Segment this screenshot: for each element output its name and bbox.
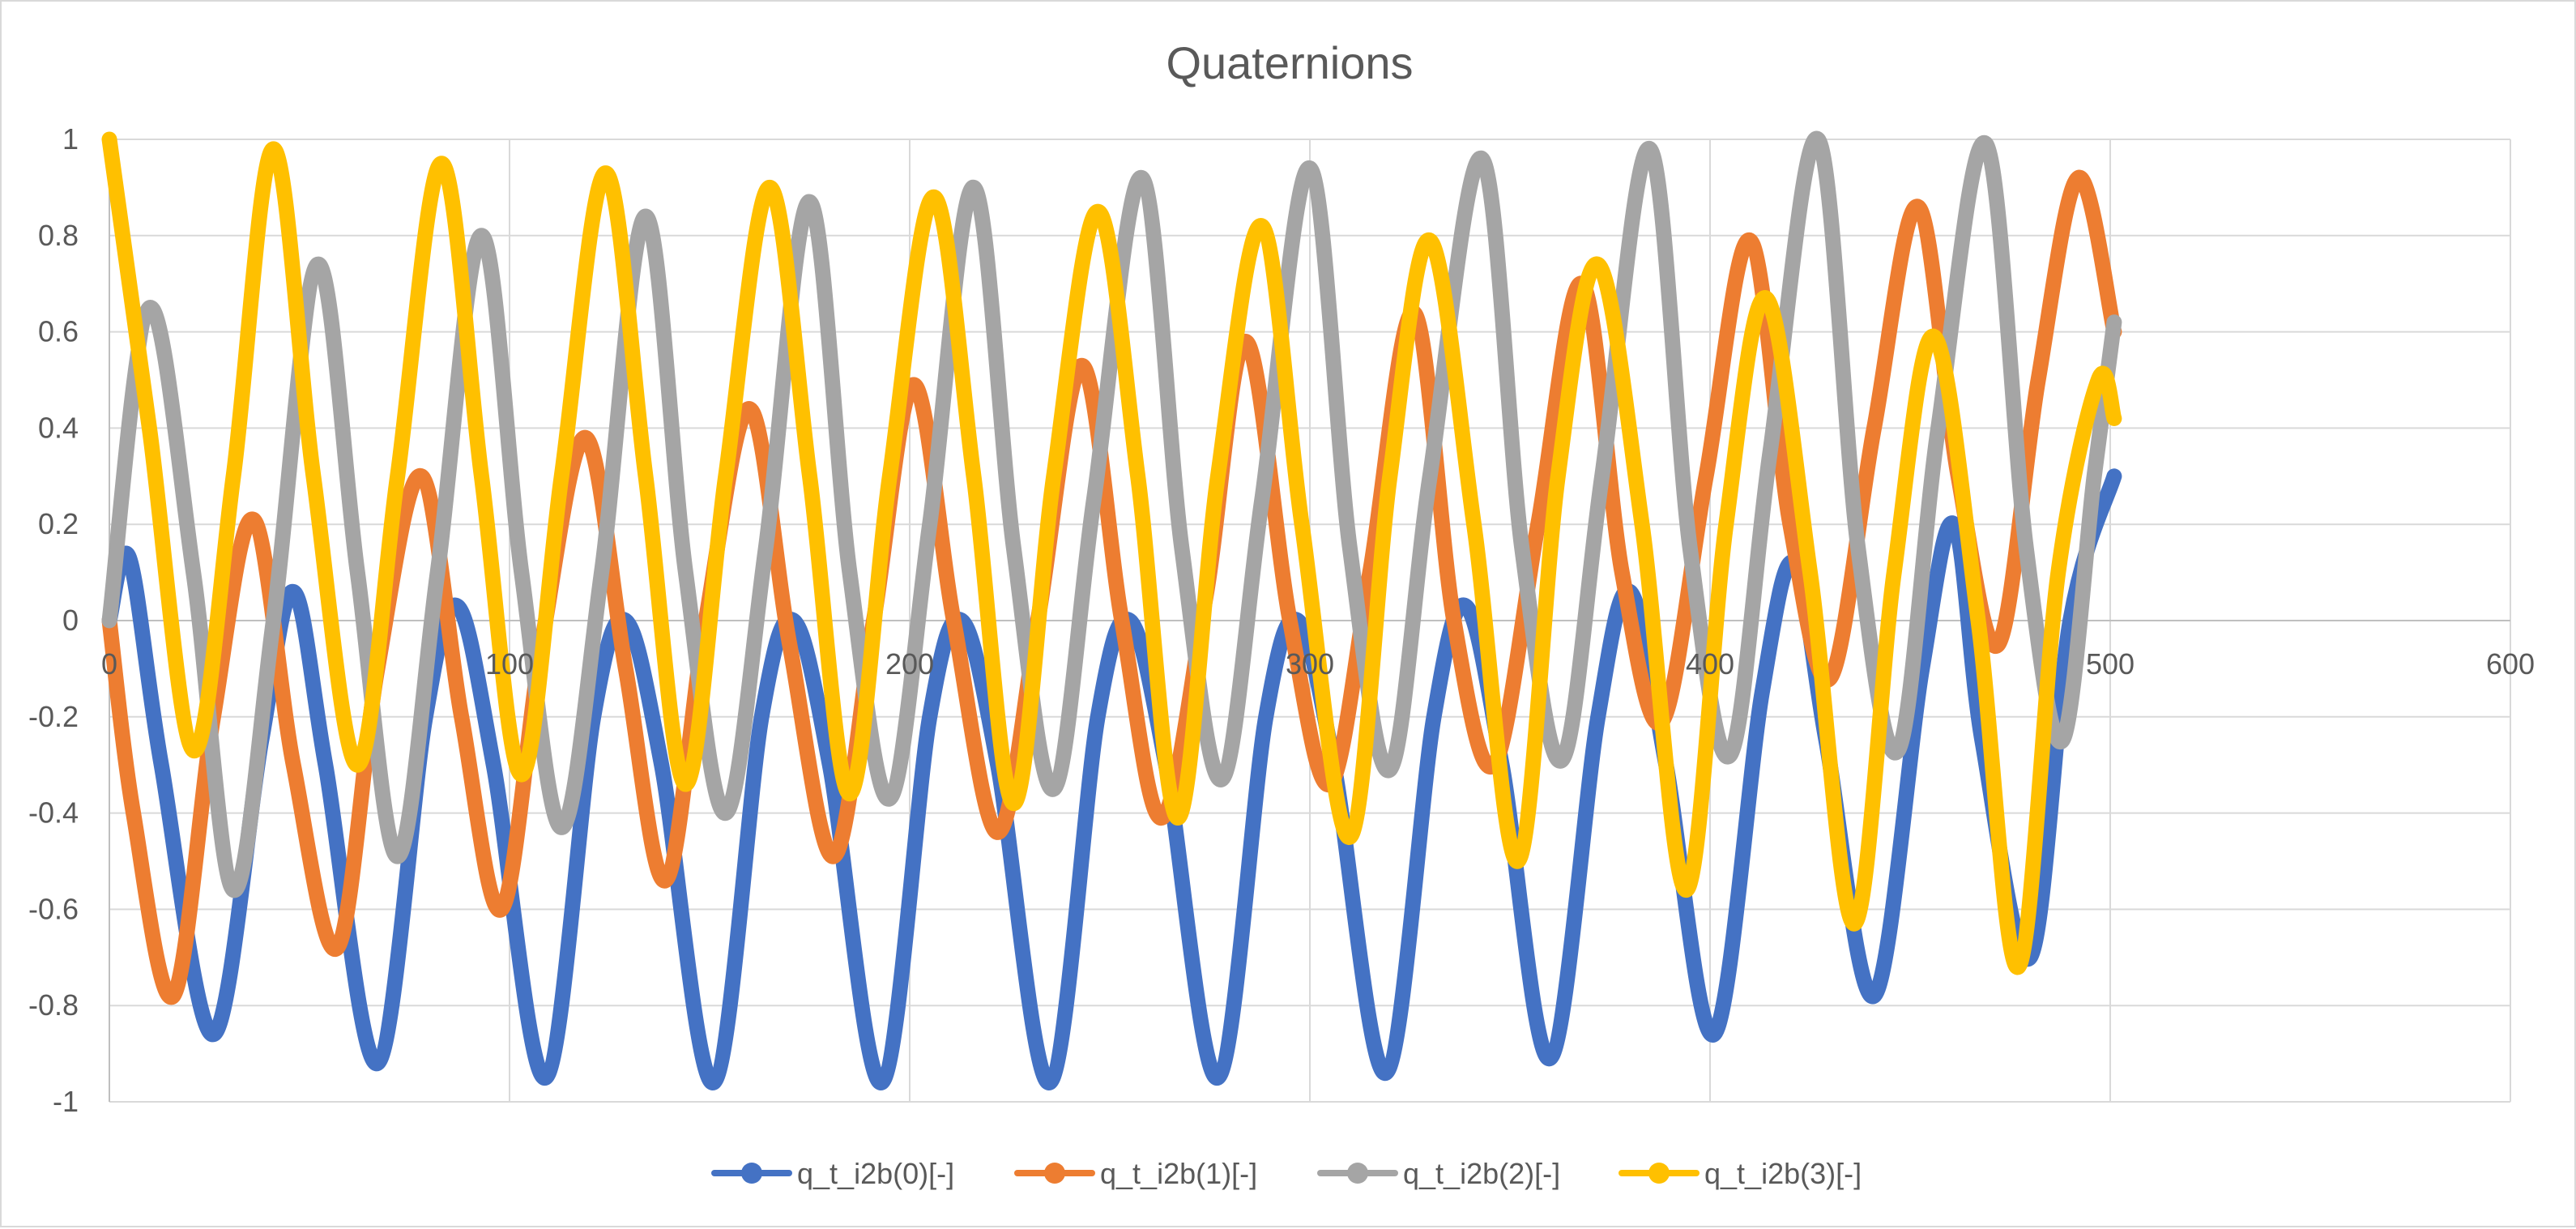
y-tick-label: -0.8 xyxy=(28,988,79,1022)
x-tick-label: 100 xyxy=(485,647,534,681)
x-tick-label: 400 xyxy=(1686,647,1734,681)
x-tick-label: 500 xyxy=(2086,647,2135,681)
legend-entry-2[interactable]: q_t_i2b(2)[-] xyxy=(1317,1157,1560,1190)
y-tick-label: -0.6 xyxy=(28,892,79,925)
legend-dot-marker xyxy=(1648,1163,1670,1184)
x-tick-label: 0 xyxy=(101,647,117,681)
legend-entry-1[interactable]: q_t_i2b(1)[-] xyxy=(1014,1157,1257,1190)
legend-entry-0[interactable]: q_t_i2b(0)[-] xyxy=(711,1157,954,1190)
series-lines xyxy=(101,130,2122,1090)
y-axis-tick-labels: 1 0.8 0.6 0.4 0.2 0 -0.2 -0.4 -0.6 -0.8 -1 xyxy=(28,122,79,1118)
x-axis-tick-labels: 0 100 200 300 400 500 600 xyxy=(101,647,2535,681)
legend-label: q_t_i2b(1)[-] xyxy=(1100,1157,1257,1190)
series-line-3 xyxy=(101,131,2122,975)
y-tick-label: -0.4 xyxy=(28,796,79,830)
x-tick-label: 200 xyxy=(885,647,934,681)
y-tick-label: -0.2 xyxy=(28,700,79,733)
x-tick-label: 600 xyxy=(2486,647,2535,681)
y-tick-label: 0 xyxy=(62,604,79,637)
y-tick-label: 0.2 xyxy=(38,507,79,540)
y-tick-label: -1 xyxy=(53,1085,79,1118)
legend-entry-3[interactable]: q_t_i2b(3)[-] xyxy=(1619,1157,1862,1190)
legend-label: q_t_i2b(3)[-] xyxy=(1704,1157,1862,1190)
legend-label: q_t_i2b(2)[-] xyxy=(1403,1157,1560,1190)
series-line-2 xyxy=(101,130,2122,898)
y-tick-label: 0.4 xyxy=(38,411,79,444)
x-tick-label: 300 xyxy=(1286,647,1334,681)
chart-title: Quaternions xyxy=(1166,37,1413,88)
legend: q_t_i2b(0)[-] q_t_i2b(1)[-] q_t_i2b(2)[-] q… xyxy=(711,1157,1862,1190)
legend-dot-marker xyxy=(1044,1163,1065,1184)
y-tick-label: 1 xyxy=(62,122,79,156)
legend-dot-marker xyxy=(741,1163,762,1184)
y-tick-label: 0.6 xyxy=(38,315,79,348)
legend-dot-marker xyxy=(1347,1163,1368,1184)
y-tick-label: 0.8 xyxy=(38,219,79,252)
legend-label: q_t_i2b(0)[-] xyxy=(797,1157,954,1190)
